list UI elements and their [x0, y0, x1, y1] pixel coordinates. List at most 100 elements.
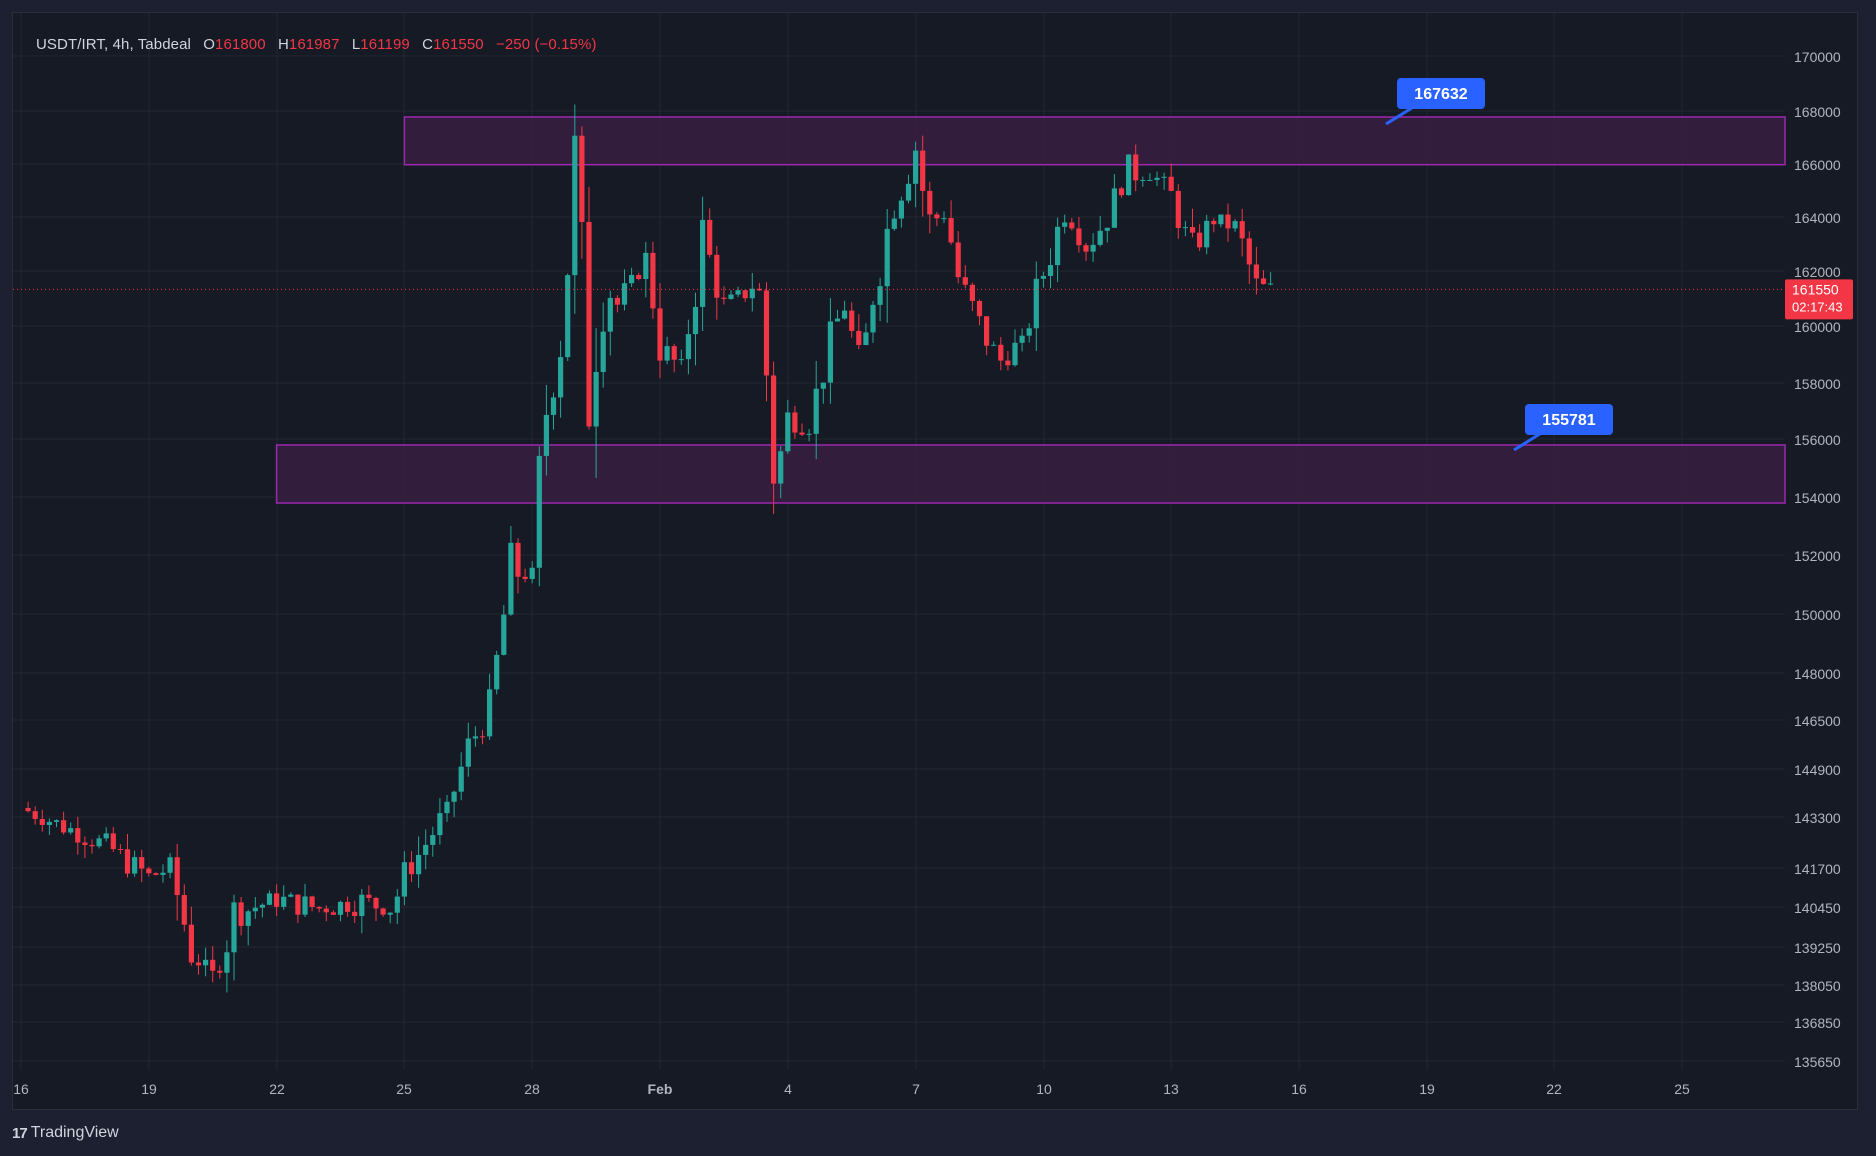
time-tick-label: 28: [524, 1081, 540, 1097]
candle-body: [295, 894, 301, 915]
time-tick-label: 22: [269, 1081, 285, 1097]
candle-body: [969, 284, 975, 301]
candle-body: [664, 346, 670, 361]
candle-body: [139, 857, 145, 869]
candle-body: [238, 902, 244, 926]
candle-body: [905, 183, 912, 201]
price-tick-label: 146500: [1794, 713, 1841, 729]
brand-name[interactable]: TradingView: [30, 1124, 119, 1141]
candle-body: [387, 912, 393, 915]
candle-body: [657, 308, 663, 361]
symbol-name[interactable]: USDT/IRT, 4h, Tabdeal: [36, 36, 191, 53]
price-tick-label: 143300: [1794, 810, 1841, 826]
price-axis[interactable]: 170000 168000 166000 164000 162000 160000 1580…: [1794, 49, 1841, 1070]
low-value: 161199: [360, 36, 410, 53]
candle-body: [68, 828, 74, 833]
zone-labels[interactable]: 167632 155781: [1385, 78, 1613, 452]
price-tick-label: 164000: [1794, 210, 1841, 226]
candle-body: [1211, 220, 1217, 225]
time-axis[interactable]: 16 19 22 25 28 Feb 4 7 10 13 16 19 22 25: [13, 1081, 1690, 1097]
candle-body: [629, 274, 635, 284]
candle-body: [1168, 176, 1174, 191]
candlestick-chart[interactable]: 170000 168000 166000 164000 162000 160000 1580…: [13, 13, 1859, 1111]
candle-body: [671, 346, 677, 360]
time-tick-label: 16: [1291, 1081, 1307, 1097]
label-box: [1525, 404, 1613, 435]
candle-body: [259, 904, 265, 908]
time-tick-label: Feb: [648, 1081, 673, 1097]
candle-body: [572, 135, 578, 276]
high-value: 161987: [288, 36, 340, 53]
tradingview-logo-icon[interactable]: 17: [12, 1124, 28, 1142]
candle-body: [586, 221, 592, 427]
time-tick-label: 10: [1036, 1081, 1052, 1097]
price-tick-label: 135650: [1794, 1054, 1841, 1070]
candle-body: [465, 738, 471, 767]
time-tick-label: 25: [1674, 1081, 1690, 1097]
candle-body: [941, 218, 947, 220]
candle-body: [792, 412, 798, 433]
zones[interactable]: [275, 116, 1786, 504]
candle-body: [366, 894, 372, 898]
candle-body: [323, 908, 329, 913]
candle-body: [1189, 227, 1196, 233]
candle-body: [337, 901, 344, 915]
candle-body: [224, 952, 230, 973]
candle-body: [1260, 278, 1267, 285]
low-label: L: [351, 36, 361, 53]
candle-body: [153, 873, 159, 875]
price-tick-label: 154000: [1794, 490, 1841, 506]
candle-body: [195, 962, 202, 966]
candle-body: [650, 252, 656, 309]
candle-body: [508, 542, 514, 615]
candle-body: [1090, 244, 1096, 252]
time-tick-label: 4: [784, 1081, 792, 1097]
candle-body: [210, 959, 216, 971]
candle-body: [721, 297, 727, 299]
candle-body: [714, 254, 720, 298]
candle-body: [1040, 275, 1046, 279]
candles: [25, 104, 1274, 993]
candle-body: [401, 862, 407, 897]
candle-body: [188, 924, 194, 963]
candle-body: [763, 290, 770, 376]
candle-body: [217, 970, 223, 973]
candle-body: [231, 902, 237, 953]
candle-body: [451, 791, 457, 802]
candle-body: [678, 359, 684, 361]
candle-body: [61, 820, 67, 833]
candle-body: [167, 857, 173, 873]
time-tick-label: 13: [1163, 1081, 1179, 1097]
grid-lines: [13, 13, 1785, 1070]
chart-frame[interactable]: 170000 168000 166000 164000 162000 160000 1580…: [12, 12, 1858, 1110]
candle-body: [636, 274, 642, 280]
candle-body: [1062, 222, 1068, 227]
candle-body: [288, 894, 294, 897]
candle-body: [813, 388, 819, 434]
resistance-price-label: 167632: [1385, 78, 1485, 126]
candle-body: [46, 821, 52, 826]
candle-body: [771, 375, 777, 484]
price-tick-label: 141700: [1794, 861, 1841, 877]
candle-body: [863, 332, 869, 346]
candle-body: [181, 895, 187, 925]
candle-body: [735, 290, 741, 295]
candle-body: [593, 371, 599, 427]
candle-body: [1154, 177, 1160, 180]
candle-body: [132, 857, 138, 874]
candle-body: [1055, 226, 1061, 266]
symbol-legend[interactable]: USDT/IRT, 4h, Tabdeal O161800 H161987 L1…: [36, 36, 597, 53]
footer: 17 TradingView: [12, 1124, 119, 1142]
candle-body: [700, 219, 706, 307]
price-tick-label: 152000: [1794, 548, 1841, 564]
candle-body: [1126, 154, 1132, 196]
candle-body: [1005, 360, 1011, 366]
candle-body: [834, 318, 841, 322]
open-value: 161800: [215, 36, 266, 53]
candle-body: [976, 300, 983, 317]
candle-body: [785, 412, 791, 452]
candle-body: [458, 766, 464, 792]
candle-body: [1239, 221, 1245, 239]
candle-body: [53, 820, 60, 822]
price-tick-label: 166000: [1794, 157, 1841, 173]
